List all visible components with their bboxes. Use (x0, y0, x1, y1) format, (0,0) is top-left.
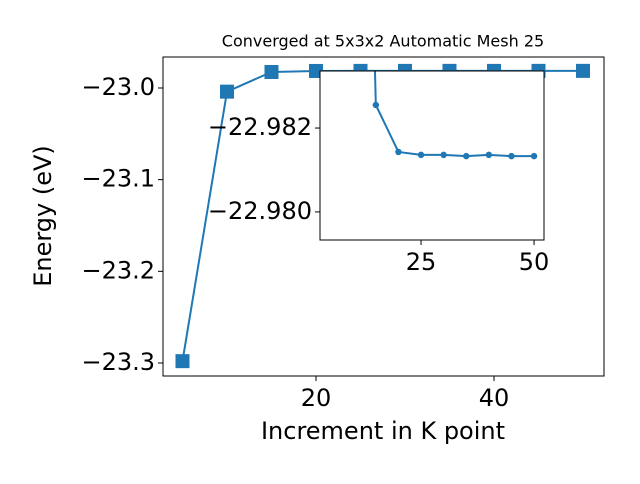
marker (219, 84, 234, 99)
y-tick-label: −23.1 (81, 165, 155, 193)
y-tick-label: −23.2 (81, 256, 155, 284)
marker (530, 152, 538, 160)
marker (264, 64, 279, 79)
y-tick-label: −23.3 (81, 348, 155, 376)
marker (508, 152, 515, 160)
marker (175, 354, 190, 369)
marker (308, 63, 323, 78)
marker (485, 151, 493, 159)
x-tick-label: 20 (301, 384, 332, 412)
marker (440, 151, 447, 159)
marker (463, 152, 470, 160)
x-axis-label: Increment in K point (261, 417, 505, 445)
y-axis-label: Energy (eV) (29, 145, 57, 287)
marker (395, 148, 402, 156)
marker (372, 101, 380, 109)
series (372, 71, 538, 160)
chart-title: Converged at 5x3x2 Automatic Mesh 25 (222, 32, 544, 51)
x-tick-label: 25 (406, 248, 437, 276)
y-tick-label: −22.980 (208, 197, 312, 225)
axes-frame (162, 56, 605, 377)
line (373, 71, 535, 158)
x-tick-label: 40 (479, 384, 510, 412)
x-tick-label: 50 (519, 248, 550, 276)
marker (575, 63, 590, 78)
y-tick-label: −23.0 (81, 73, 155, 101)
axes-frame (319, 70, 545, 241)
y-tick-label: −22.982 (208, 113, 312, 141)
marker (417, 151, 425, 159)
